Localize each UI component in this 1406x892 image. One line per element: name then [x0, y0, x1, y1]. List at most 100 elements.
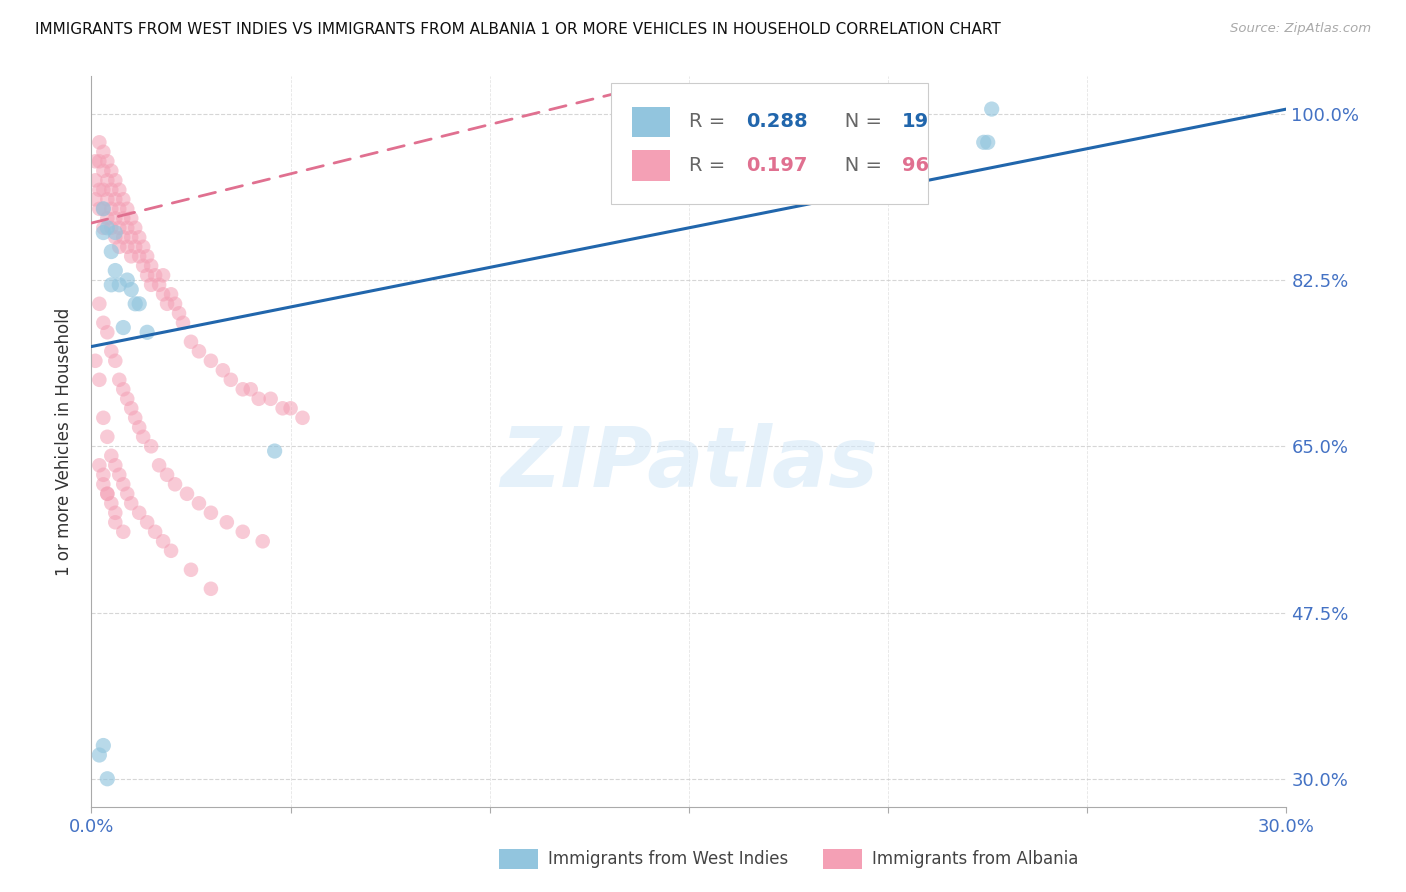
Point [141, 439, 162, 453]
Point [108, 373, 131, 387]
Point [96, 487, 118, 501]
Point [219, 373, 242, 387]
Point [108, 220, 131, 235]
Point [141, 277, 162, 292]
Point [132, 430, 155, 444]
Point [132, 240, 155, 254]
Point [180, 334, 202, 349]
Point [93, 220, 115, 235]
Point [124, 240, 146, 254]
Point [93, 316, 115, 330]
Point [89, 373, 111, 387]
Point [112, 524, 135, 539]
Text: N =: N = [827, 156, 889, 176]
Point [89, 154, 111, 169]
Point [124, 220, 146, 235]
Text: N =: N = [827, 112, 889, 131]
Point [120, 249, 142, 263]
Point [104, 173, 127, 187]
FancyBboxPatch shape [612, 83, 928, 204]
Point [104, 230, 127, 244]
Point [115, 392, 138, 406]
Point [976, 136, 998, 150]
Point [128, 249, 150, 263]
Point [100, 202, 122, 216]
Point [128, 420, 150, 434]
Point [96, 211, 118, 226]
Point [215, 516, 238, 530]
Point [108, 240, 131, 254]
Point [89, 202, 111, 216]
Point [180, 563, 202, 577]
Point [93, 467, 115, 482]
Point [100, 277, 122, 292]
Text: ZIPatlas: ZIPatlas [501, 423, 877, 504]
Point [148, 458, 170, 473]
Point [211, 363, 233, 377]
Point [120, 283, 142, 297]
Point [84, 173, 107, 187]
Point [93, 410, 115, 425]
Point [100, 449, 122, 463]
Point [108, 183, 131, 197]
Point [84, 192, 107, 206]
Point [104, 226, 127, 240]
Point [172, 316, 194, 330]
Point [120, 401, 142, 416]
Point [141, 259, 162, 273]
Point [120, 230, 142, 244]
Text: Immigrants from Albania: Immigrants from Albania [872, 850, 1078, 868]
Point [104, 458, 127, 473]
Point [163, 297, 186, 311]
Point [89, 136, 111, 150]
Point [100, 163, 122, 178]
Point [124, 410, 146, 425]
Point [115, 273, 138, 287]
Point [96, 154, 118, 169]
Point [132, 259, 155, 273]
Point [104, 211, 127, 226]
Point [136, 268, 159, 283]
Point [167, 306, 190, 320]
Point [112, 211, 135, 226]
Point [93, 477, 115, 491]
Point [89, 183, 111, 197]
Point [112, 320, 135, 334]
Point [96, 487, 118, 501]
Point [160, 543, 183, 558]
Point [128, 506, 150, 520]
Point [115, 487, 138, 501]
Point [96, 220, 118, 235]
Point [84, 154, 107, 169]
Point [112, 477, 135, 491]
Point [247, 392, 270, 406]
Point [89, 747, 111, 762]
Point [280, 401, 302, 416]
Text: R =: R = [689, 156, 731, 176]
Point [100, 183, 122, 197]
Point [200, 506, 222, 520]
Point [152, 268, 174, 283]
Point [93, 163, 115, 178]
Point [100, 220, 122, 235]
Point [973, 136, 995, 150]
Point [100, 496, 122, 510]
Bar [631, 106, 669, 137]
Point [148, 277, 170, 292]
Point [143, 268, 166, 283]
Point [104, 192, 127, 206]
Point [93, 202, 115, 216]
Point [176, 487, 198, 501]
Point [143, 524, 166, 539]
Point [104, 263, 127, 277]
Point [200, 582, 222, 596]
Text: IMMIGRANTS FROM WEST INDIES VS IMMIGRANTS FROM ALBANIA 1 OR MORE VEHICLES IN HOU: IMMIGRANTS FROM WEST INDIES VS IMMIGRANT… [35, 22, 1001, 37]
Point [252, 534, 274, 549]
Point [93, 226, 115, 240]
Point [93, 739, 115, 753]
Point [128, 297, 150, 311]
Point [271, 401, 294, 416]
Point [96, 772, 118, 786]
Point [100, 244, 122, 259]
Point [93, 202, 115, 216]
